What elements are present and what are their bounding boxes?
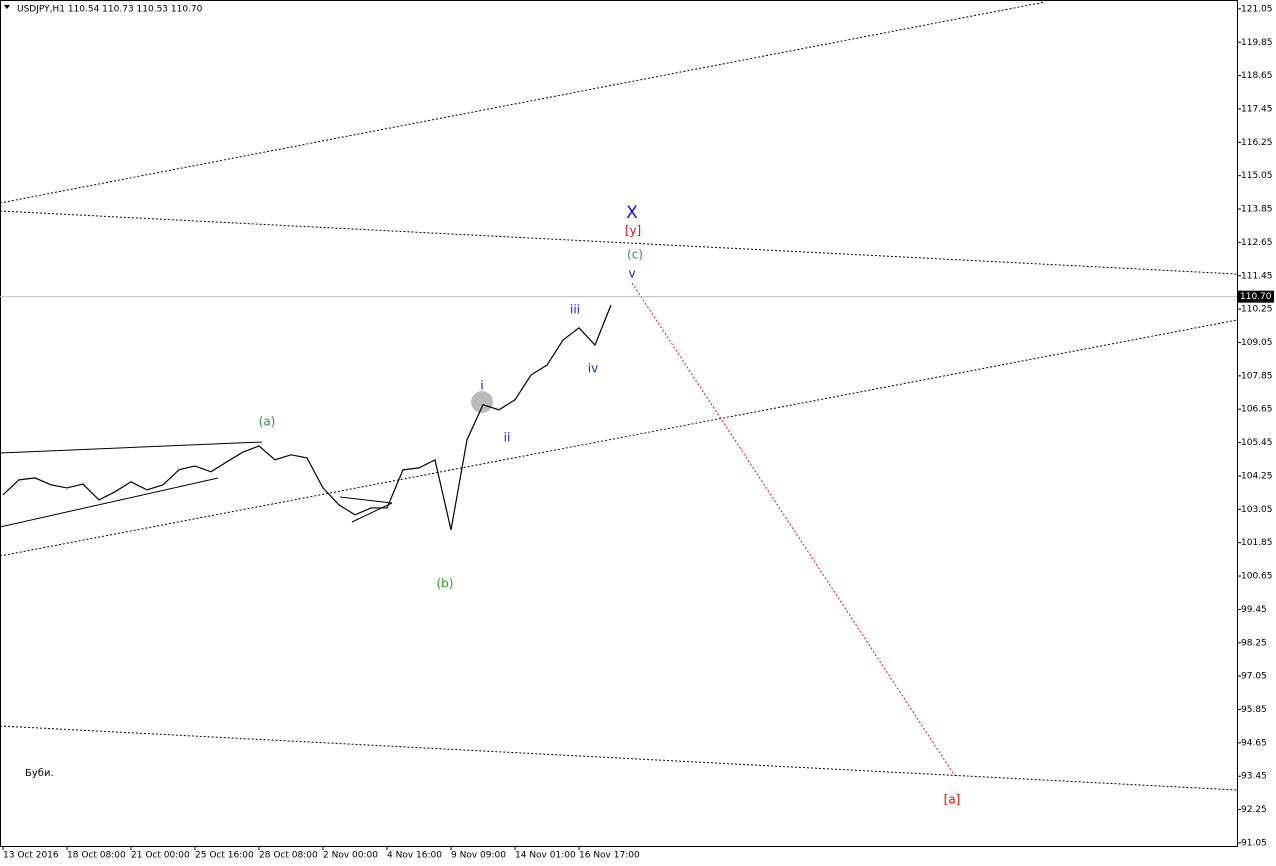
current-price-label: 110.70	[1240, 292, 1272, 302]
triangle-line	[351, 502, 393, 523]
x-tick-label: 4 Nov 16:00	[387, 851, 442, 861]
highlight-circle	[471, 391, 493, 413]
chart-title: USDJPY,H1 110.54 110.73 110.53 110.70	[17, 5, 203, 15]
y-tick-label: 105.45	[1241, 438, 1273, 448]
y-tick-label: 95.85	[1241, 705, 1267, 715]
header-icon	[4, 5, 10, 9]
x-tick-label: 14 Nov 01:00	[515, 851, 576, 861]
wave-label: ii	[504, 431, 511, 445]
wave-label: (a)	[259, 415, 276, 429]
triangle-line	[339, 496, 393, 504]
x-tick-label: 25 Oct 16:00	[195, 851, 254, 861]
y-tick-label: 109.05	[1241, 338, 1273, 348]
plot-frame	[0, 0, 1238, 847]
x-tick-label: 21 Oct 00:00	[131, 851, 190, 861]
y-tick-label: 94.65	[1241, 738, 1267, 748]
y-tick-label: 97.05	[1241, 672, 1267, 682]
x-tick-label: 16 Nov 17:00	[579, 851, 640, 861]
channel-line	[0, 725, 1238, 791]
y-tick-label: 111.45	[1241, 271, 1273, 281]
y-tick-label: 103.05	[1241, 505, 1273, 515]
wave-label: iv	[588, 362, 598, 376]
y-tick-label: 121.05	[1241, 4, 1273, 14]
wave-label: (b)	[437, 577, 454, 591]
wave-label: [y]	[625, 224, 641, 238]
y-tick-label: 107.85	[1241, 371, 1273, 381]
y-tick-label: 91.05	[1241, 838, 1267, 848]
y-tick-label: 101.85	[1241, 538, 1273, 548]
y-tick-label: 116.25	[1241, 138, 1273, 148]
y-tick-label: 106.65	[1241, 405, 1273, 415]
wave-label: iii	[570, 303, 580, 317]
y-tick-label: 119.85	[1241, 38, 1273, 48]
triangle-line	[0, 441, 263, 454]
price-line	[2, 304, 612, 531]
wave-label: [a]	[944, 793, 961, 807]
current-price-box	[1238, 290, 1274, 303]
channel-line	[0, 210, 1238, 275]
channel-line	[0, 319, 1238, 557]
x-tick-label: 28 Oct 08:00	[259, 851, 318, 861]
wave-label: X	[626, 203, 638, 223]
x-tick-label: 13 Oct 2016	[3, 851, 59, 861]
y-tick-label: 99.45	[1241, 605, 1267, 615]
y-tick-label: 110.25	[1241, 305, 1273, 315]
y-tick-label: 98.25	[1241, 638, 1267, 648]
x-tick-label: 2 Nov 00:00	[323, 851, 378, 861]
y-tick-label: 115.05	[1241, 171, 1273, 181]
y-tick-label: 92.25	[1241, 805, 1267, 815]
x-tick-label: 9 Nov 09:00	[451, 851, 506, 861]
wave-label: v	[628, 267, 635, 281]
y-tick-label: 104.25	[1241, 471, 1273, 481]
wave-label: (c)	[627, 248, 643, 262]
channel-line	[0, 1, 1046, 204]
y-tick-label: 100.65	[1241, 572, 1273, 582]
y-tick-label: 113.85	[1241, 205, 1273, 215]
wave-label: i	[480, 379, 483, 393]
y-tick-label: 112.65	[1241, 238, 1273, 248]
y-tick-label: 117.45	[1241, 104, 1273, 114]
y-tick-label: 93.45	[1241, 772, 1267, 782]
triangle-line	[0, 477, 219, 528]
y-tick-label: 118.65	[1241, 71, 1273, 81]
x-tick-label: 18 Oct 08:00	[67, 851, 126, 861]
note: Буби.	[25, 768, 54, 779]
